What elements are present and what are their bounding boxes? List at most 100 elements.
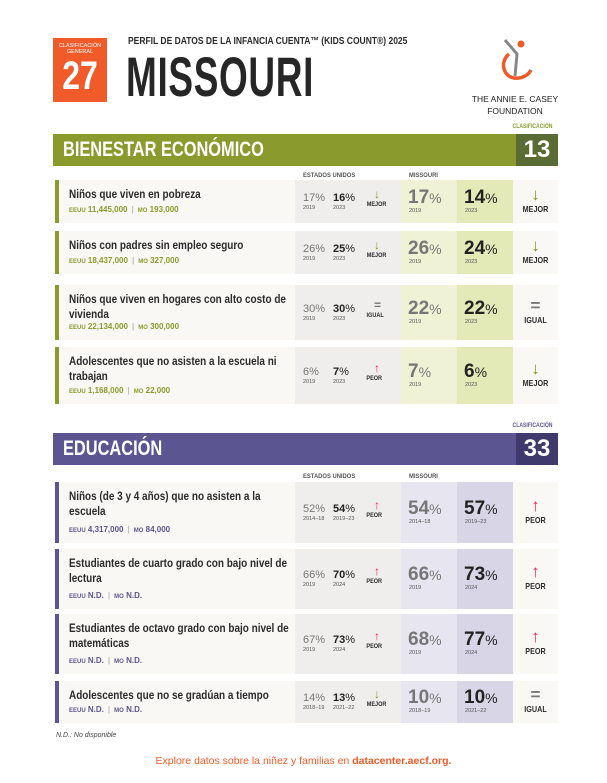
us-year-before: 2019: [303, 205, 316, 211]
us-year-before: 2019: [303, 316, 316, 322]
us-year-after: 2021–22: [333, 705, 355, 711]
indicator-row: Niños (de 3 y 4 años) que no asisten a l…: [55, 482, 558, 543]
mo-value-after: 14%: [464, 187, 498, 208]
mo-trend: = IGUAL: [513, 285, 558, 340]
mo-count: N.D.: [126, 705, 143, 714]
mo-count: N.D.: [126, 591, 143, 600]
us-count: N.D.: [87, 705, 104, 714]
us-trend-icon: ↑: [374, 629, 380, 643]
indicator-row: Niños que viven en pobreza EEUU 11,445,0…: [55, 180, 558, 223]
us-year-after: 2023: [333, 256, 346, 262]
footer-link[interactable]: datacenter.aecf.org.: [352, 755, 452, 767]
page-subtitle: PERFIL DE DATOS DE LA INFANCIA CUENTA™ (…: [128, 36, 408, 47]
mo-value-after: 10%: [464, 687, 498, 708]
us-year-after: 2024: [333, 582, 346, 588]
mo-trend-label: PEOR: [525, 515, 546, 525]
mo-count: 193,000: [149, 205, 179, 214]
us-value-after: 16%: [333, 192, 356, 204]
us-column-header: ESTADOS UNIDOS: [303, 473, 356, 480]
mo-trend-label: IGUAL: [524, 315, 547, 325]
mo-count: 84,000: [145, 525, 171, 534]
mo-count: 327,000: [150, 256, 180, 265]
indicator-counts: EEUU N.D. | MO N.D.: [69, 591, 143, 600]
foundation-logo: THE ANNIE E. CASEY FOUNDATION: [460, 38, 570, 117]
mo-value-before: 17%: [408, 187, 442, 208]
us-count: 18,437,000: [87, 256, 128, 265]
us-count: 4,317,000: [87, 525, 124, 534]
mo-value-after-cell: 22% 2023: [457, 285, 513, 340]
section-rank: 13: [516, 134, 558, 166]
us-value-before: 6%: [303, 366, 319, 378]
indicator-counts: EEUU 11,445,000 | MO 193,000: [69, 205, 179, 214]
mo-trend: ↑ PEOR: [513, 614, 558, 674]
logo-text-line1: THE ANNIE E. CASEY: [471, 94, 559, 104]
mo-value-after-cell: 57% 2019–23: [457, 482, 513, 543]
us-year-before: 2019: [303, 379, 316, 385]
us-year-after: 2019–23: [333, 516, 355, 522]
mo-prefix: MO: [114, 659, 124, 665]
us-year-before: 2019: [303, 582, 316, 588]
indicator-label: Niños con padres sin empleo seguro: [69, 238, 244, 252]
mo-value-after: 6%: [464, 361, 488, 382]
mo-trend: ↓ MEJOR: [513, 231, 558, 274]
us-values: 6% 2019 7% 2023 ↑ PEOR: [295, 347, 401, 404]
us-count: 22,134,000: [87, 322, 128, 331]
mo-year-before: 2019: [409, 259, 422, 265]
mo-value-after-cell: 14% 2023: [457, 180, 513, 223]
indicator-row: Niños que viven en hogares con alto cost…: [55, 285, 558, 340]
us-prefix: EEUU: [69, 708, 86, 714]
indicator-label: Adolescentes que no asisten a la escuela…: [69, 354, 277, 383]
mo-value-before-cell: 66% 2019: [401, 549, 457, 609]
us-year-after: 2023: [333, 379, 346, 385]
indicator-counts: EEUU N.D. | MO N.D.: [69, 705, 143, 714]
mo-trend-icon: ↑: [531, 562, 540, 581]
us-column-header: ESTADOS UNIDOS: [303, 172, 356, 179]
mo-value-before-cell: 54% 2014–18: [401, 482, 457, 543]
us-count: 11,445,000: [87, 205, 128, 214]
section-rank: 33: [516, 433, 558, 465]
us-trend-label: PEOR: [366, 512, 383, 519]
section-title: EDUCACIÓN: [63, 437, 163, 460]
mo-value-after-cell: 73% 2024: [457, 549, 513, 609]
mo-value-after-cell: 77% 2024: [457, 614, 513, 674]
overall-rank-label: CLASIFICACIÓN GENERAL: [58, 43, 102, 55]
mo-trend-label: IGUAL: [524, 704, 547, 714]
mo-year-after: 2024: [465, 585, 478, 591]
mo-value-after: 73%: [464, 564, 498, 585]
mo-value-before-cell: 22% 2019: [401, 285, 457, 340]
us-trend-label: MEJOR: [366, 701, 387, 708]
mo-trend-label: PEOR: [525, 646, 546, 656]
mo-year-before: 2014–18: [409, 519, 431, 525]
us-prefix: EEUU: [69, 259, 86, 265]
mo-prefix: MO: [138, 259, 148, 265]
mo-trend: ↑ PEOR: [513, 482, 558, 543]
mo-trend-label: MEJOR: [522, 378, 549, 388]
us-year-before: 2018–19: [303, 705, 325, 711]
us-value-before: 14%: [303, 692, 326, 704]
indicator-counts: EEUU 22,134,000 | MO 300,000: [69, 322, 180, 331]
us-count: 1,168,000: [87, 386, 124, 395]
us-value-before: 52%: [303, 503, 326, 515]
mo-value-before-cell: 26% 2019: [401, 231, 457, 274]
mo-value-after-cell: 24% 2023: [457, 231, 513, 274]
us-count: N.D.: [87, 656, 104, 665]
indicator-counts: EEUU 1,168,000 | MO 22,000: [69, 386, 171, 395]
mo-trend-label: MEJOR: [522, 204, 549, 214]
indicator-row: Adolescentes que no asisten a la escuela…: [55, 347, 558, 404]
us-value-after: 7%: [333, 366, 349, 378]
indicator-counts: EEUU N.D. | MO N.D.: [69, 656, 143, 665]
indicator-row: Adolescentes que no se gradúan a tiempo …: [55, 681, 558, 723]
us-year-before: 2014–18: [303, 516, 325, 522]
mo-value-after: 22%: [464, 298, 498, 319]
mo-count: N.D.: [126, 656, 143, 665]
us-trend-label: PEOR: [366, 643, 383, 650]
mo-value-before: 54%: [408, 498, 442, 519]
mo-value-before-cell: 68% 2019: [401, 614, 457, 674]
footnote: N.D.: No disponible: [56, 732, 117, 739]
mo-value-before: 26%: [408, 238, 442, 259]
mo-column-header: MISSOURI: [409, 473, 438, 480]
logo-figure-icon: [501, 39, 533, 80]
mo-year-before: 2019: [409, 382, 422, 388]
mo-year-after: 2023: [465, 259, 478, 265]
us-values: 67% 2019 73% 2024 ↑ PEOR: [295, 614, 401, 674]
